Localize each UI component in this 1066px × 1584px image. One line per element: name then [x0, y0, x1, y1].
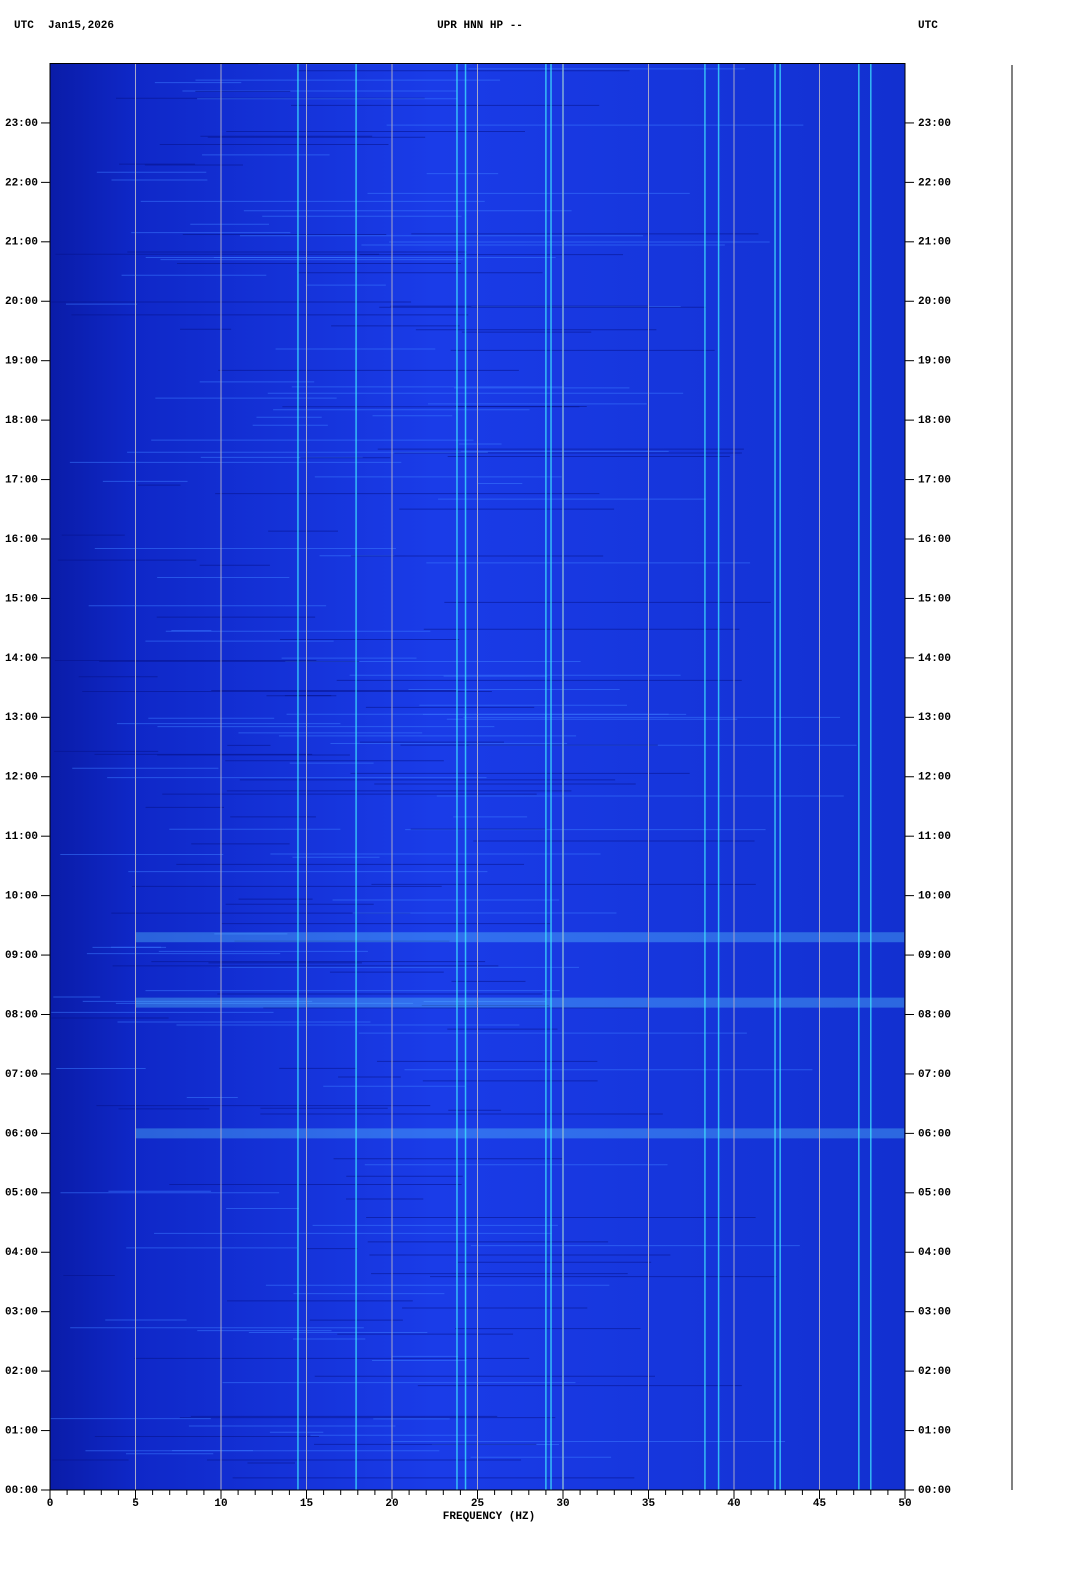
- y-tick-label-left: 03:00: [5, 1307, 38, 1319]
- energy-band: [135, 932, 904, 943]
- y-tick-label-right: 07:00: [918, 1069, 951, 1081]
- y-tick-label-right: 06:00: [918, 1128, 951, 1140]
- plot-frame: [49, 63, 906, 1491]
- y-tick-label-left: 08:00: [5, 1009, 38, 1021]
- y-tick-label-right: 10:00: [918, 891, 951, 903]
- x-tick-label: 5: [132, 1498, 139, 1510]
- y-tick-label-left: 07:00: [5, 1069, 38, 1081]
- x-tick-label: 10: [214, 1498, 227, 1510]
- y-tick-label-left: 09:00: [5, 950, 38, 962]
- y-tick-label-left: 22:00: [5, 177, 38, 189]
- y-tick-label-left: 11:00: [5, 831, 38, 843]
- y-tick-label-right: 15:00: [918, 593, 951, 605]
- y-tick-label-right: 22:00: [918, 177, 951, 189]
- y-tick-label-right: 23:00: [918, 118, 951, 130]
- y-tick-label-left: 19:00: [5, 356, 38, 368]
- y-tick-label-right: 13:00: [918, 712, 951, 724]
- y-tick-label-left: 06:00: [5, 1128, 38, 1140]
- date: Jan15,2026: [48, 20, 114, 32]
- y-tick-label-left: 14:00: [5, 653, 38, 665]
- x-tick-label: 50: [898, 1498, 911, 1510]
- y-tick-label-left: 01:00: [5, 1425, 38, 1437]
- y-tick-label-left: 13:00: [5, 712, 38, 724]
- x-tick-label: 15: [300, 1498, 314, 1510]
- x-tick-label: 30: [556, 1498, 569, 1510]
- y-tick-label-right: 04:00: [918, 1247, 951, 1259]
- x-tick-label: 0: [47, 1498, 54, 1510]
- x-tick-label: 35: [642, 1498, 656, 1510]
- y-tick-label-right: 19:00: [918, 356, 951, 368]
- timezone-left: UTC: [14, 20, 34, 32]
- y-tick-label-left: 16:00: [5, 534, 38, 546]
- y-tick-label-right: 02:00: [918, 1366, 951, 1378]
- y-tick-label-right: 09:00: [918, 950, 951, 962]
- chart-title: UPR HNN HP --: [437, 20, 523, 32]
- y-tick-label-left: 20:00: [5, 296, 38, 308]
- y-tick-label-left: 21:00: [5, 237, 38, 249]
- y-tick-label-left: 23:00: [5, 118, 38, 130]
- y-tick-label-right: 21:00: [918, 237, 951, 249]
- energy-band: [135, 997, 904, 1008]
- y-tick-label-left: 17:00: [5, 474, 38, 486]
- y-tick-label-right: 16:00: [918, 534, 951, 546]
- y-tick-label-right: 20:00: [918, 296, 951, 308]
- y-tick-label-left: 04:00: [5, 1247, 38, 1259]
- y-tick-label-right: 11:00: [918, 831, 951, 843]
- y-tick-label-left: 12:00: [5, 772, 38, 784]
- y-tick-label-left: 15:00: [5, 593, 38, 605]
- y-tick-label-right: 00:00: [918, 1485, 951, 1497]
- y-tick-label-right: 14:00: [918, 653, 951, 665]
- x-tick-label: 45: [813, 1498, 827, 1510]
- y-tick-label-right: 17:00: [918, 474, 951, 486]
- y-tick-label-right: 08:00: [918, 1009, 951, 1021]
- y-tick-label-left: 05:00: [5, 1188, 38, 1200]
- y-tick-label-right: 01:00: [918, 1425, 951, 1437]
- y-tick-label-right: 03:00: [918, 1307, 951, 1319]
- energy-band: [135, 1128, 904, 1139]
- timezone-right: UTC: [918, 20, 938, 32]
- x-tick-label: 25: [471, 1498, 485, 1510]
- y-tick-label-left: 02:00: [5, 1366, 38, 1378]
- y-tick-label-right: 05:00: [918, 1188, 951, 1200]
- x-axis-label: FREQUENCY (HZ): [443, 1511, 535, 1523]
- y-tick-label-left: 00:00: [5, 1485, 38, 1497]
- y-tick-label-right: 18:00: [918, 415, 951, 427]
- x-tick-label: 40: [727, 1498, 740, 1510]
- x-tick-label: 20: [385, 1498, 398, 1510]
- y-tick-label-left: 18:00: [5, 415, 38, 427]
- y-tick-label-left: 10:00: [5, 891, 38, 903]
- y-tick-label-right: 12:00: [918, 772, 951, 784]
